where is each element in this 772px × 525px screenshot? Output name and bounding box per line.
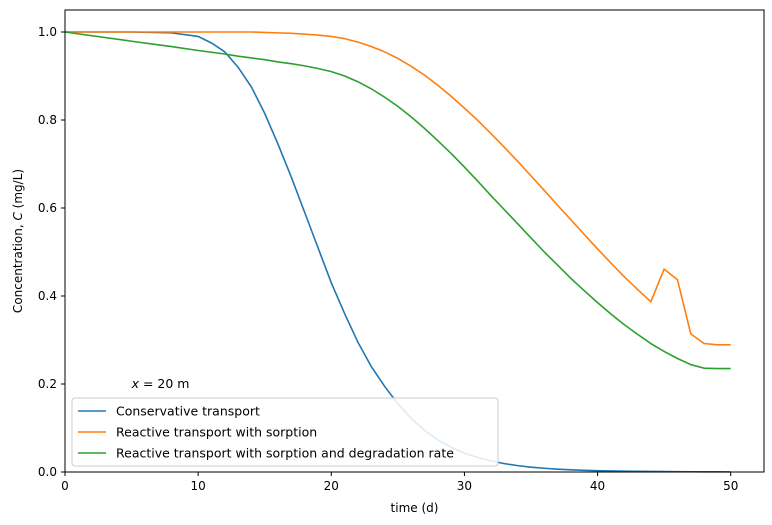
position-annotation: x = 20 m (131, 376, 190, 391)
y-axis-label-unit: (mg/L) (11, 169, 25, 212)
annotation-variable: x (131, 376, 140, 391)
plot-frame (64, 9, 765, 473)
y-tick-label: 0.8 (38, 113, 57, 127)
y-tick-label: 1.0 (38, 25, 57, 39)
annotation-value: = 20 m (139, 376, 189, 391)
x-tick-label: 20 (324, 479, 339, 493)
y-tick-label: 0.4 (38, 289, 57, 303)
y-axis-label-variable: C (11, 212, 25, 221)
legend-label-1: Conservative transport (116, 404, 260, 419)
y-tick-label: 0.2 (38, 377, 57, 391)
series-line-3 (64, 31, 731, 370)
x-tick-label: 30 (457, 479, 472, 493)
x-tick-label: 0 (61, 479, 69, 493)
x-tick-label: 40 (590, 479, 605, 493)
y-axis-label: Concentration, C (mg/L) (11, 169, 25, 313)
y-axis-label-text: Concentration, (11, 221, 25, 314)
legend-label-2: Reactive transport with sorption (116, 425, 317, 440)
y-tick-label: 0.6 (38, 201, 57, 215)
series-line-2 (65, 31, 731, 346)
legend: Conservative transport Reactive transport… (71, 397, 499, 467)
x-axis-label: time (d) (391, 501, 439, 515)
axes-frame (64, 9, 765, 473)
x-tick-label: 10 (191, 479, 206, 493)
legend-box (71, 397, 499, 467)
y-tick-label: 0.0 (38, 465, 57, 479)
x-tick-label: 50 (723, 479, 738, 493)
legend-label-3: Reactive transport with sorption and deg… (116, 446, 454, 461)
ticks-layer: 0 10 20 30 40 50 0.0 0.2 0.4 0.6 0.8 1.0 (38, 25, 738, 493)
